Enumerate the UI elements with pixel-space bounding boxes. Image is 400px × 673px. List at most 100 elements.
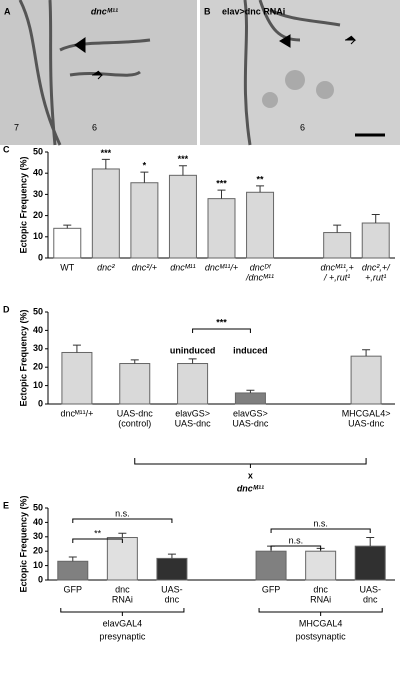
bar <box>57 560 89 581</box>
x-tick-label: WT <box>60 262 74 272</box>
error-bar <box>63 224 72 229</box>
bar <box>350 355 382 405</box>
cross-bracket <box>134 458 367 468</box>
bar <box>234 392 266 405</box>
y-tick-label: 10 <box>33 380 43 390</box>
x-tick-label: dnc <box>165 594 180 604</box>
y-tick-label: 50 <box>33 502 43 512</box>
cross-genotype: dncᴹ¹¹ <box>237 483 264 493</box>
panel-letter: E <box>3 500 9 510</box>
x-tick-label: GFP <box>262 584 281 594</box>
image-label: dncᴹ¹¹ <box>91 6 118 16</box>
x-tick-label: dncᴹ¹¹ <box>170 262 196 272</box>
x-tick-label: UAS-dnc <box>348 418 385 428</box>
condition-label: induced <box>233 345 268 355</box>
image-label: elav>dnc RNAi <box>222 6 285 16</box>
bar <box>255 550 287 581</box>
micrograph-b <box>200 0 400 146</box>
group-driver: MHCGAL4 <box>299 618 343 628</box>
y-tick-label: 20 <box>33 546 43 556</box>
group-side: presynaptic <box>99 631 146 641</box>
x-tick-label: dncᴰᶠ <box>250 262 272 272</box>
error-bar <box>362 349 371 357</box>
x-tick-label: UAS-dnc <box>232 418 269 428</box>
bar <box>61 351 93 405</box>
x-tick-label: MHCGAL4> <box>342 408 391 418</box>
x-tick-label: UAS- <box>359 584 381 594</box>
error-bar <box>130 359 139 364</box>
significance: * <box>143 161 147 171</box>
comparison: n.s. <box>115 508 130 518</box>
significance: *** <box>101 148 112 158</box>
y-tick-label: 0 <box>38 398 43 408</box>
error-bar <box>217 189 226 199</box>
bar <box>130 182 159 259</box>
significance: ** <box>257 174 265 184</box>
comparison: n.s. <box>289 535 304 545</box>
x-tick-label: elavGS> <box>233 408 268 418</box>
x-tick-label: dnc² <box>97 262 116 272</box>
annotation: *** <box>216 317 227 327</box>
bar <box>354 545 386 581</box>
y-tick-label: 20 <box>33 362 43 372</box>
y-tick-label: 0 <box>38 252 43 262</box>
panel-letter: A <box>4 6 11 16</box>
y-tick-label: 40 <box>33 517 43 527</box>
significance: *** <box>216 179 227 189</box>
bar <box>106 537 138 581</box>
error-bar <box>178 165 187 176</box>
x-tick-label: UAS-dnc <box>175 418 212 428</box>
y-tick-label: 10 <box>33 560 43 570</box>
error-bar <box>68 556 77 562</box>
x-tick-label: dnc <box>313 584 328 594</box>
bar <box>156 557 188 581</box>
significance: *** <box>178 154 189 164</box>
y-tick-label: 30 <box>33 189 43 199</box>
error-bar <box>246 389 255 393</box>
error-bar <box>101 158 110 169</box>
x-tick-label: dnc²,+/ <box>362 262 391 272</box>
x-tick-label: dncᴹ¹¹/+ <box>60 408 93 418</box>
y-tick-label: 0 <box>38 574 43 584</box>
group-bracket <box>258 608 383 616</box>
error-bar <box>256 185 265 193</box>
error-bar <box>118 532 127 538</box>
error-bar <box>72 344 81 353</box>
y-tick-label: 10 <box>33 231 43 241</box>
panel-letter: D <box>3 304 10 314</box>
y-tick-label: 30 <box>33 531 43 541</box>
error-bar <box>140 171 149 183</box>
x-tick-label: UAS- <box>161 584 183 594</box>
bar <box>361 222 390 259</box>
bar <box>207 198 236 259</box>
bar <box>119 363 151 405</box>
x-tick-label: GFP <box>64 584 83 594</box>
error-bar <box>188 358 197 364</box>
x-tick-label: dncᴹ¹¹,+ <box>321 262 354 272</box>
panel-letter: C <box>3 144 10 154</box>
segment-label: 6 <box>92 122 97 132</box>
bracket <box>72 518 173 523</box>
bracket <box>72 538 123 543</box>
x-tick-label: / +,rut¹ <box>323 272 350 282</box>
bar <box>168 174 197 259</box>
error-bar <box>371 214 380 224</box>
y-axis-label: Ectopic Frequency (%) <box>18 309 28 406</box>
y-tick-label: 30 <box>33 343 43 353</box>
bar <box>305 550 337 581</box>
group-side: postsynaptic <box>296 631 347 641</box>
error-bar <box>366 537 375 547</box>
error-bar <box>333 224 342 233</box>
x-tick-label: UAS-dnc <box>117 408 154 418</box>
x-tick-label: dnc <box>363 594 378 604</box>
x-tick-label: RNAi <box>112 594 133 604</box>
x-tick-label: (control) <box>118 418 151 428</box>
x-tick-label: elavGS> <box>175 408 210 418</box>
x-tick-label: dncᴹ¹¹/+ <box>205 262 238 272</box>
comparison: n.s. <box>313 518 328 528</box>
group-driver: elavGAL4 <box>103 618 143 628</box>
cross-label: x <box>248 470 253 480</box>
x-tick-label: /dncᴹ¹¹ <box>245 272 274 282</box>
x-tick-label: dnc <box>115 584 130 594</box>
